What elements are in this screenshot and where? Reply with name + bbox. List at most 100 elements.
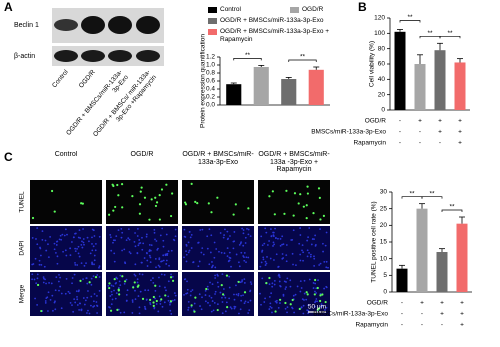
nucleus xyxy=(242,232,245,235)
nucleus xyxy=(83,264,86,267)
nucleus xyxy=(157,264,160,267)
nucleus xyxy=(60,292,63,295)
significance-bracket xyxy=(421,196,443,199)
nucleus xyxy=(219,232,222,234)
nucleus xyxy=(145,235,148,238)
nucleus xyxy=(269,257,272,260)
nucleus xyxy=(148,243,151,246)
tunel-cell xyxy=(36,283,40,287)
condition-mark: + xyxy=(460,311,464,318)
nucleus xyxy=(299,259,302,262)
nucleus xyxy=(208,228,211,231)
nucleus xyxy=(228,297,231,300)
nucleus xyxy=(98,276,101,278)
nucleus xyxy=(134,245,137,248)
nucleus xyxy=(281,257,284,260)
nucleus xyxy=(110,303,113,306)
tunel-cell xyxy=(305,204,308,207)
nucleus xyxy=(145,298,148,301)
y-tick-label: 40 xyxy=(378,76,386,83)
nucleus xyxy=(214,266,217,269)
nucleus xyxy=(85,277,88,280)
nucleus xyxy=(78,255,81,258)
nucleus xyxy=(145,251,148,254)
nucleus xyxy=(240,241,243,244)
nucleus xyxy=(271,285,274,288)
nucleus xyxy=(249,235,252,238)
nucleus xyxy=(218,250,220,253)
nucleus xyxy=(56,255,59,258)
tunel-cell xyxy=(234,203,237,206)
nucleus xyxy=(144,289,147,292)
y-axis-label: Protein expression quantification xyxy=(200,34,207,128)
nucleus xyxy=(91,236,93,239)
nucleus xyxy=(327,266,329,269)
nucleus xyxy=(43,277,45,280)
nucleus xyxy=(125,239,128,242)
nucleus xyxy=(262,258,265,261)
nucleus xyxy=(291,252,294,255)
nucleus xyxy=(76,264,79,266)
nucleus xyxy=(206,247,209,250)
nucleus xyxy=(275,299,278,302)
nucleus xyxy=(264,264,267,266)
nucleus xyxy=(269,305,272,308)
nucleus xyxy=(270,235,273,238)
nucleus xyxy=(111,293,113,296)
tunel-cell xyxy=(152,295,155,299)
nucleus xyxy=(207,301,209,304)
bar xyxy=(394,31,406,110)
tunel-cell xyxy=(81,202,84,205)
nucleus xyxy=(184,236,187,238)
tunel-cell xyxy=(237,280,240,284)
nucleus xyxy=(211,283,214,286)
nucleus xyxy=(125,299,128,302)
row-label: DAPI xyxy=(19,240,26,255)
nucleus xyxy=(154,297,156,300)
nucleus xyxy=(143,257,146,259)
y-tick-label: 5 xyxy=(383,272,387,279)
nucleus xyxy=(82,241,85,244)
y-tick-label: 0 xyxy=(383,289,387,296)
nucleus xyxy=(39,254,42,257)
tunel-cell xyxy=(317,307,321,310)
nucleus xyxy=(233,231,236,233)
nucleus xyxy=(136,235,139,237)
nucleus xyxy=(154,289,157,292)
nucleus xyxy=(155,240,158,242)
nucleus xyxy=(306,249,309,252)
y-tick-label: 120 xyxy=(374,15,385,22)
tunel-cell xyxy=(305,291,308,294)
nucleus xyxy=(91,228,94,231)
nucleus xyxy=(159,234,162,237)
y-tick-label: 20 xyxy=(378,91,386,98)
nucleus xyxy=(323,260,326,263)
nucleus xyxy=(116,277,119,280)
tunel-cell xyxy=(216,308,219,312)
nucleus xyxy=(301,244,304,246)
nucleus xyxy=(317,279,319,282)
nucleus xyxy=(197,241,200,244)
nucleus xyxy=(117,286,120,289)
nucleus xyxy=(96,295,98,297)
tunel-cell xyxy=(243,291,247,294)
nucleus xyxy=(55,276,58,279)
nucleus xyxy=(139,242,142,244)
nucleus xyxy=(82,297,85,299)
nucleus xyxy=(315,298,318,300)
nucleus xyxy=(73,298,76,301)
nucleus xyxy=(229,306,232,309)
nucleus xyxy=(261,277,264,280)
nucleus xyxy=(76,298,79,301)
nucleus xyxy=(279,285,282,288)
nucleus xyxy=(219,291,222,294)
nucleus xyxy=(77,236,80,239)
nucleus xyxy=(293,311,295,314)
nucleus xyxy=(277,266,280,268)
nucleus xyxy=(51,294,54,297)
nucleus xyxy=(281,235,284,238)
nucleus xyxy=(270,292,273,295)
nucleus xyxy=(98,290,101,292)
nucleus xyxy=(31,278,33,281)
nucleus xyxy=(248,309,251,312)
